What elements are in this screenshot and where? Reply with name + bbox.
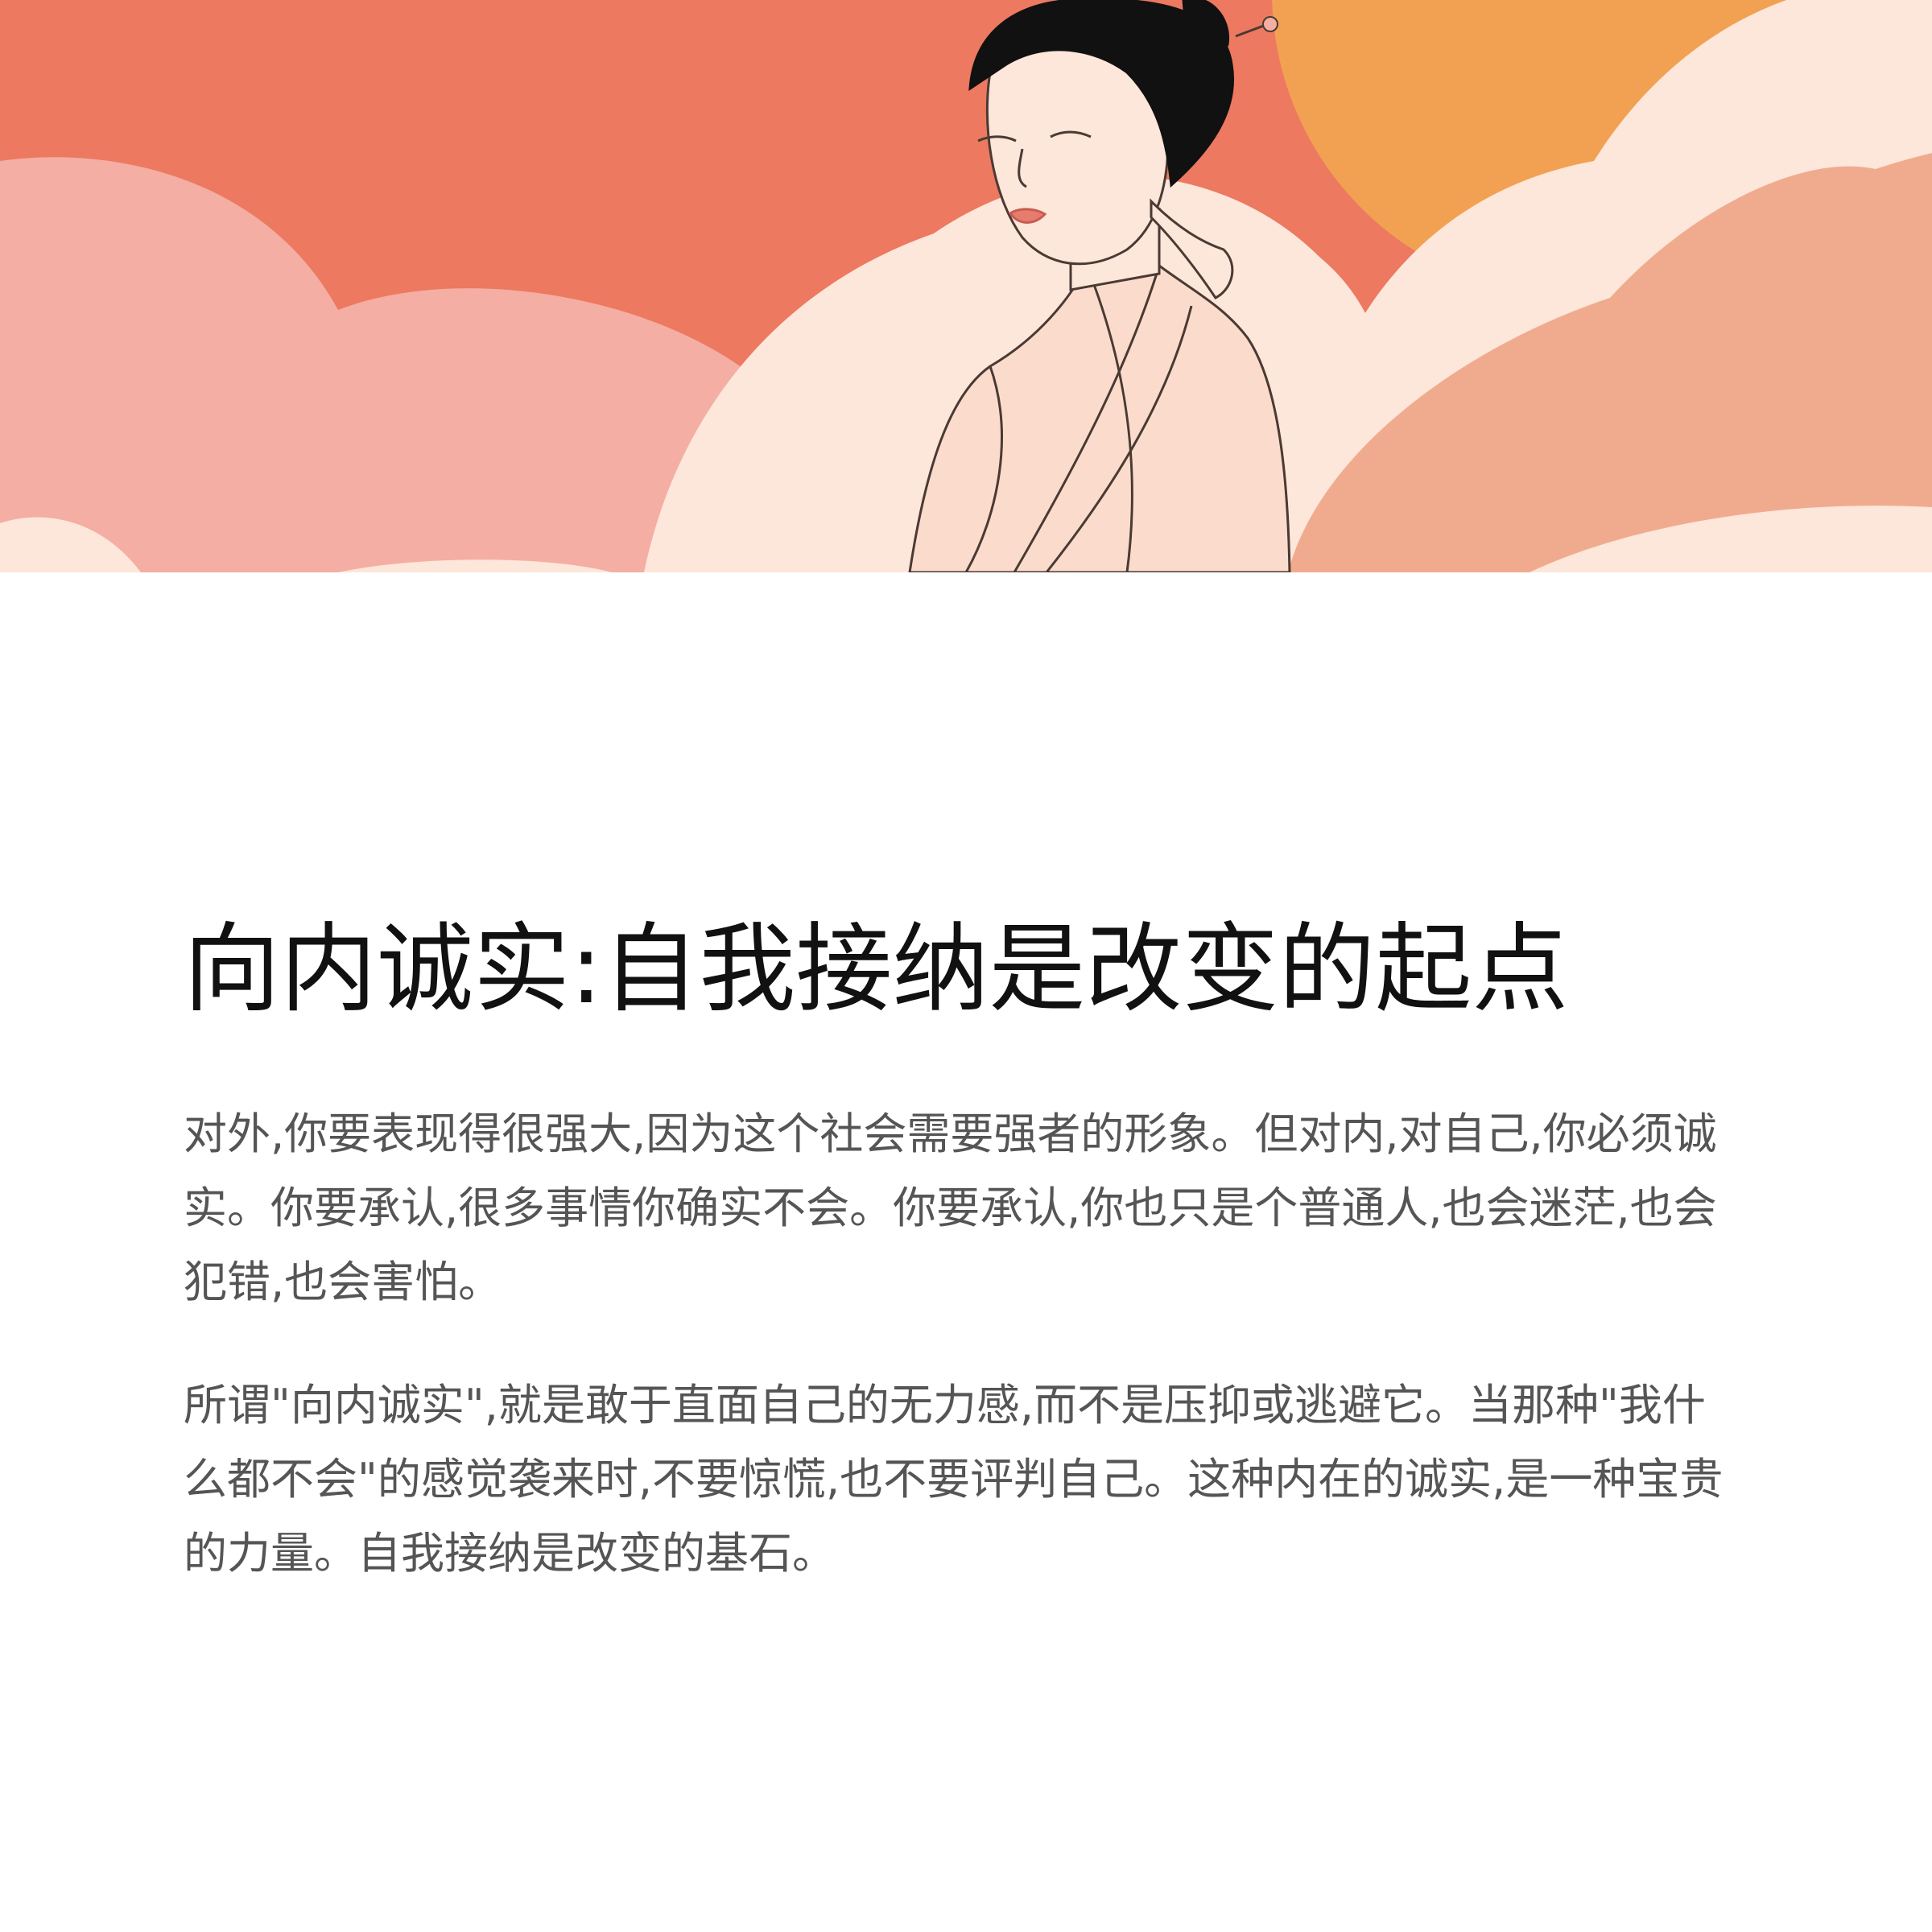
paragraph-outer-strength: 对外,你要表现得很强大,因为这个社会需要强者的形象。但对内,对自己,你必须诚实。… bbox=[184, 1108, 1717, 1307]
collar-line bbox=[1013, 265, 1161, 572]
collar-line bbox=[964, 365, 1003, 572]
ribbon bbox=[1150, 198, 1234, 299]
hair-bun bbox=[1182, 0, 1230, 61]
cloud-icon bbox=[1288, 153, 1932, 572]
lips bbox=[1008, 208, 1047, 224]
cloud-icon bbox=[1530, 506, 1932, 572]
article-title: 向内诚实:自我接纳是改变的起点 bbox=[184, 914, 1569, 1026]
cloud-icon bbox=[0, 157, 792, 572]
collar-line bbox=[1045, 305, 1193, 572]
nose bbox=[1018, 148, 1027, 188]
collar-line bbox=[1085, 265, 1133, 572]
hair bbox=[968, 0, 1234, 188]
hero-illustration-svg bbox=[0, 0, 1932, 572]
hairpin-icon bbox=[1235, 16, 1278, 38]
paragraph-inner-honesty: 所谓"向内诚实",就是敢于直面自己的无力感,而不是压抑或逃避它。当那种"我什么都… bbox=[184, 1380, 1724, 1579]
woman-figure bbox=[908, 0, 1291, 572]
cloud-icon bbox=[338, 559, 612, 572]
closed-eye bbox=[1050, 130, 1092, 138]
cloud-icon bbox=[0, 517, 141, 572]
hero-illustration bbox=[0, 0, 1932, 572]
closed-eye bbox=[977, 135, 1017, 142]
